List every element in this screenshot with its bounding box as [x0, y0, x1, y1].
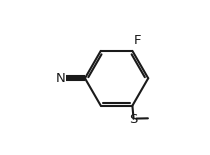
Text: N: N — [56, 72, 66, 85]
Text: F: F — [134, 34, 141, 47]
Text: S: S — [129, 113, 137, 126]
